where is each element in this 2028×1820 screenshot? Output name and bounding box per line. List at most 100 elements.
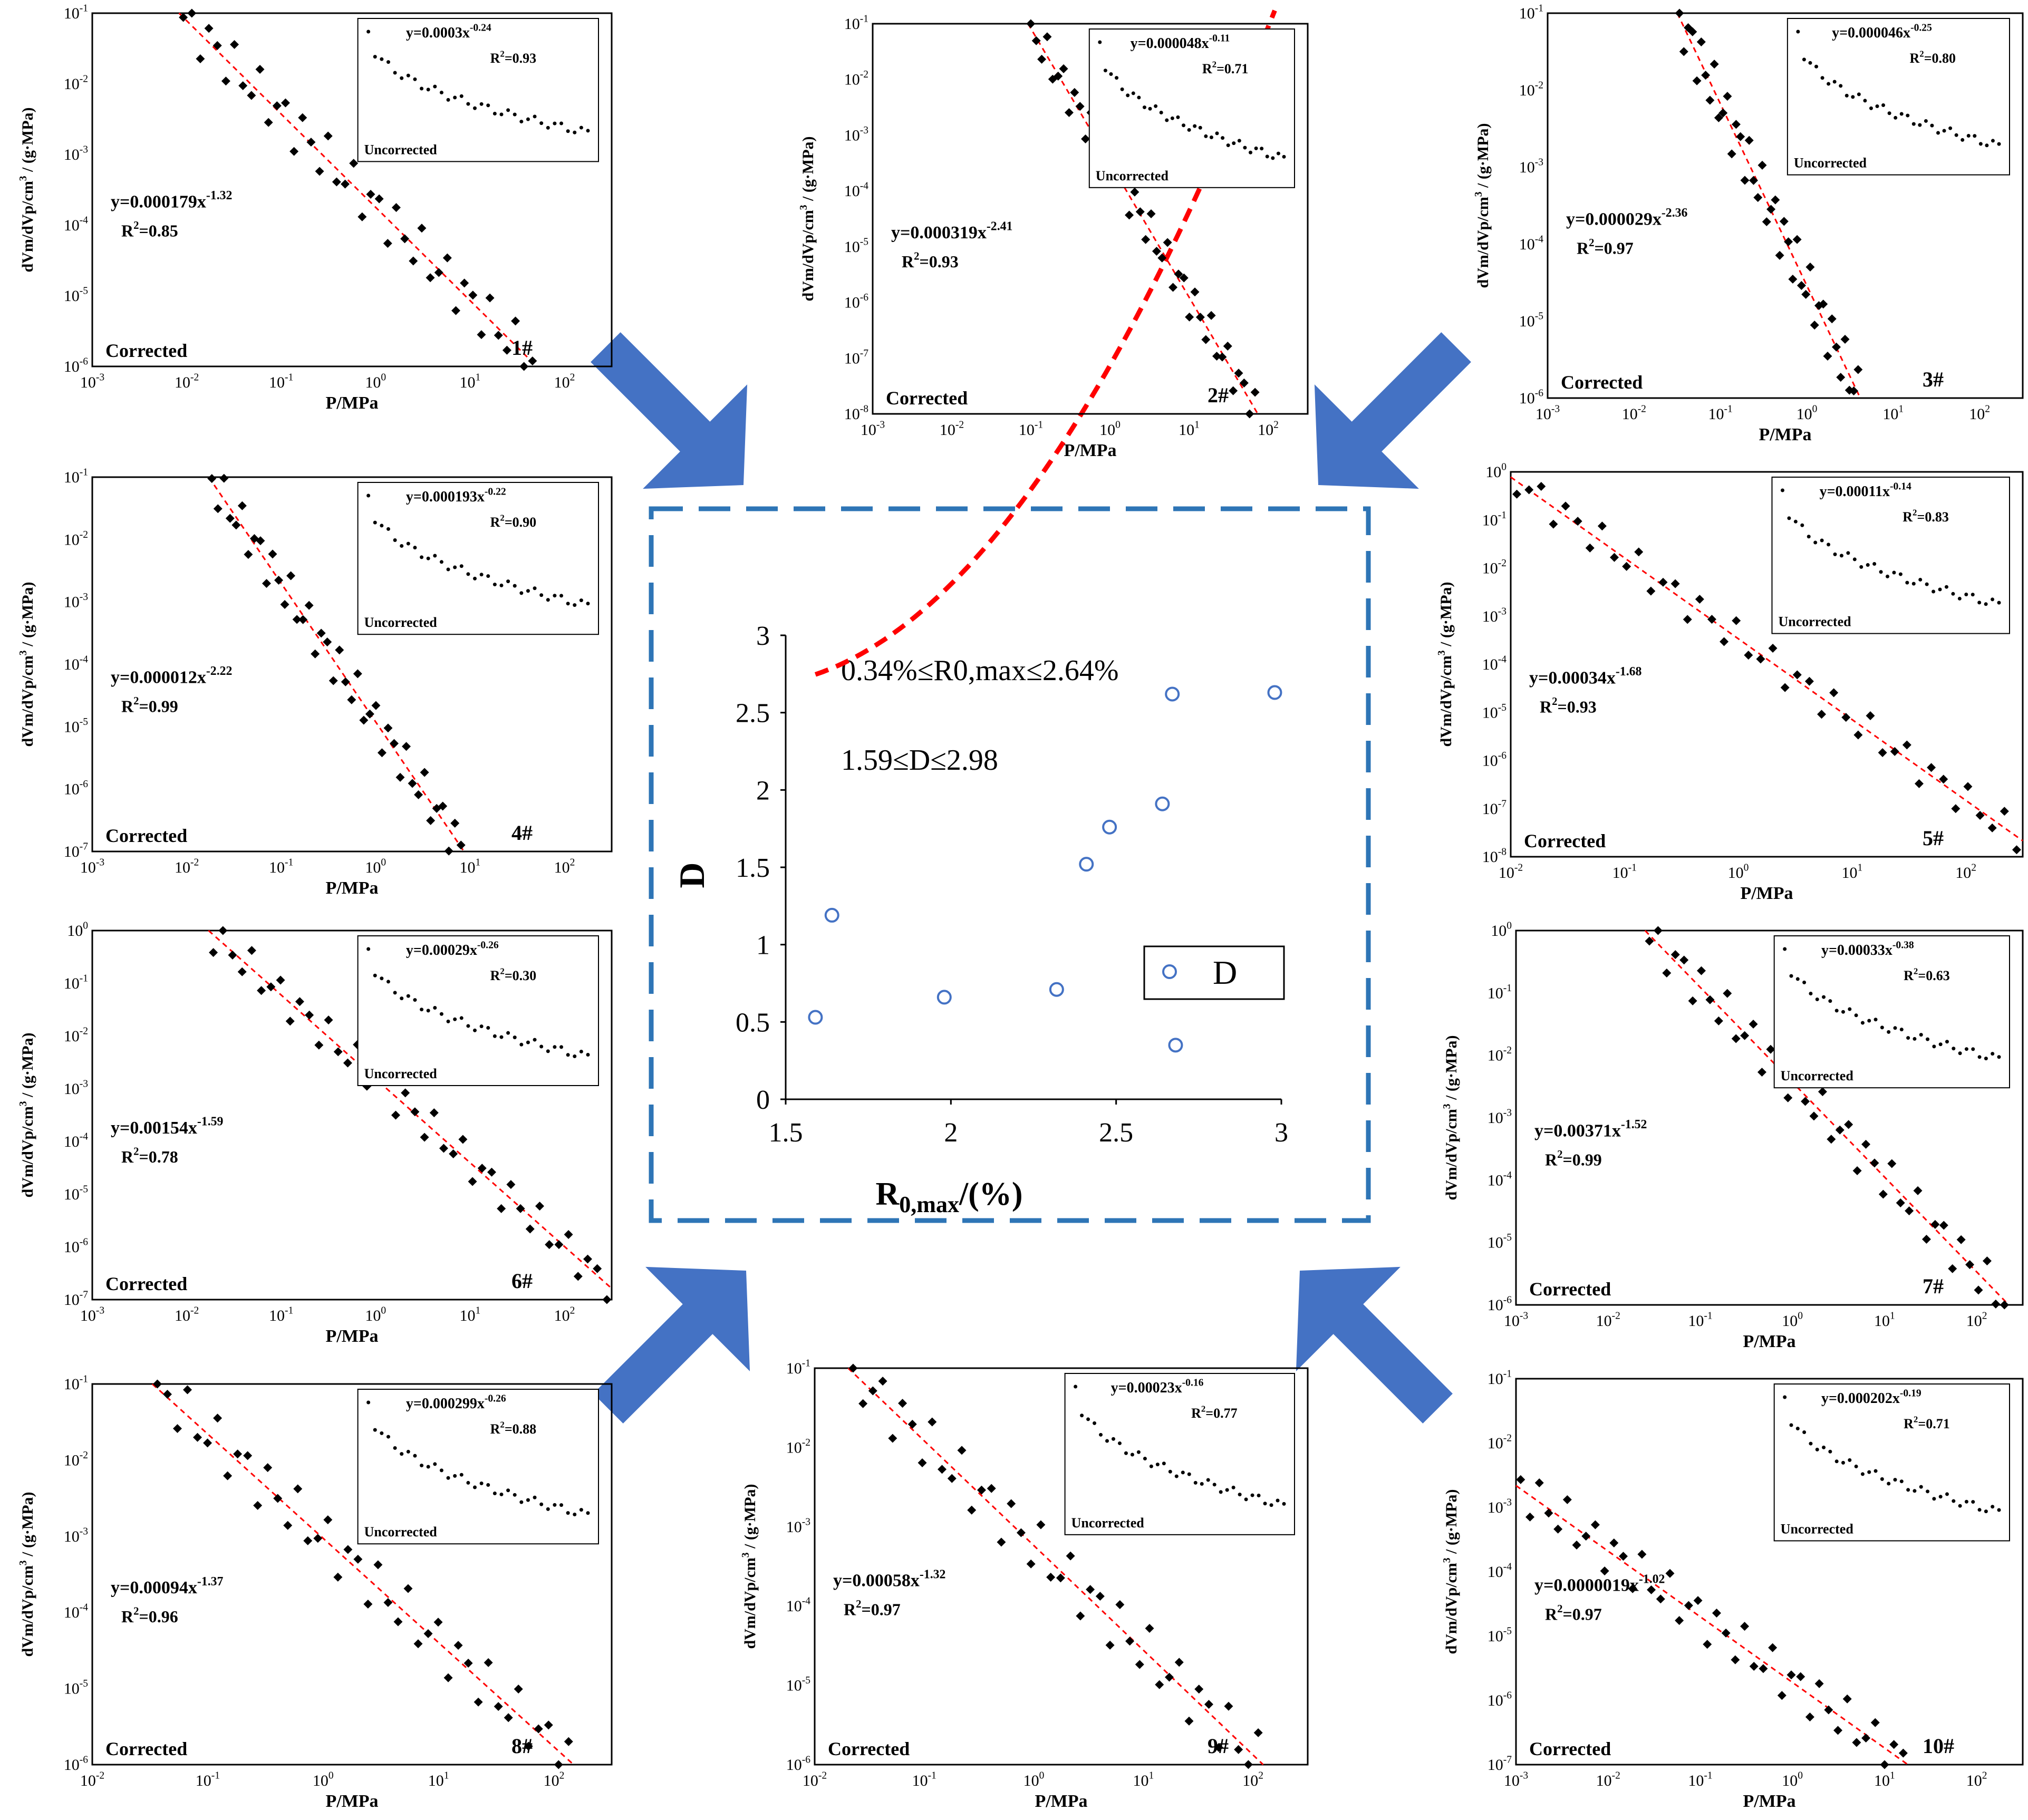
panel-xtick-label: 10-2 (1596, 1311, 1620, 1330)
panel-inset-point (1951, 592, 1955, 596)
panel-data-point (1168, 283, 1178, 292)
panel-data-point (1720, 637, 1729, 646)
panel-inset-point (466, 1480, 470, 1485)
panel-inset-point (1206, 1478, 1210, 1482)
panel-xtick-label: 10-1 (1708, 404, 1733, 423)
panel-ytick-label: 10-5 (64, 286, 88, 305)
panel-inset-point (1911, 582, 1916, 586)
panel-xtick-label: 100 (1728, 863, 1749, 882)
panel-data-point (544, 1720, 553, 1730)
panel-xlabel: P/MPa (325, 878, 378, 898)
panel-inset-point (1130, 1453, 1134, 1457)
panel-data-point (1819, 299, 1828, 309)
center-data-point (808, 1010, 823, 1025)
panel-inset-point (1282, 154, 1286, 159)
panel-data-point (1174, 1658, 1184, 1667)
panel-ytick-label: 10-1 (1482, 510, 1506, 529)
panel-inset-point (506, 1031, 510, 1035)
panel-data-point (1844, 1120, 1853, 1129)
panel-inset-point (1231, 1485, 1235, 1489)
panel-inset-point (1200, 1482, 1204, 1486)
panel-data-point (438, 801, 448, 811)
panel-data-point (1105, 1640, 1115, 1650)
panel-inset-r2: R2=0.71 (1202, 59, 1249, 76)
panel-data-point (391, 203, 401, 212)
panel-data-point (1896, 1198, 1905, 1207)
panel-data-point (868, 1386, 877, 1396)
panel-inset-equation: y=0.0003x-0.24 (406, 22, 491, 41)
panel-data-point (524, 1741, 533, 1751)
panel-data-point (1628, 1584, 1637, 1593)
panel-id: 4# (511, 821, 533, 845)
panel-inset-point (1162, 1461, 1166, 1466)
panel-inset-point (1828, 999, 1832, 1003)
center-frame-border (649, 506, 1371, 1223)
panel-inset-point (1219, 1490, 1223, 1494)
panel-data-point (534, 1724, 543, 1734)
panel-data-point (383, 1598, 393, 1607)
arrow-top-right-shape (1314, 332, 1471, 489)
panel-inset-point (1918, 123, 1922, 127)
panel-inset-status: Uncorrected (364, 142, 438, 157)
panel-inset-point (1820, 538, 1824, 543)
panel-equation: y=0.00154x-1.59 (111, 1115, 224, 1138)
panel-inset-point (380, 524, 384, 528)
panel-ytick-label: 10-2 (64, 529, 88, 549)
panel-2: 10-110-210-310-410-510-610-710-810-3 10-2… (798, 14, 1309, 460)
panel-status: Corrected (1561, 372, 1643, 393)
panel-inset-point (1822, 995, 1826, 999)
panel-inset-status: Uncorrected (1778, 614, 1851, 630)
panel-inset-point (1796, 30, 1800, 34)
panel-inset-point (1913, 1037, 1917, 1041)
panel-inset-point (1997, 142, 2001, 146)
panel-ytick-label: 10-5 (1488, 1626, 1512, 1645)
panel-inset-point (1809, 992, 1813, 996)
panel-inset-point (573, 1054, 577, 1059)
panel-data-point (898, 1399, 907, 1408)
panel-data-point (1184, 1716, 1194, 1726)
panel-xtick-label: 102 (1966, 1770, 1987, 1790)
panel-xtick-label: 10-1 (269, 857, 293, 877)
panel-inset-point (1879, 570, 1883, 574)
panel-inset-point (1898, 572, 1903, 576)
panel-inset-point (1867, 1019, 1871, 1023)
panel-ytick-label: 10-5 (1488, 1232, 1512, 1252)
panel-data-point (391, 1110, 400, 1120)
panel-status: Corrected (828, 1738, 910, 1759)
panel-inset-point (1913, 1489, 1917, 1493)
panel-ytick-label: 10-3 (1488, 1497, 1512, 1517)
panel-inset-point (1918, 577, 1923, 582)
panel-inset-point (1170, 116, 1174, 120)
panel-inset-point (1991, 139, 1995, 143)
panel-inset-point (400, 1452, 404, 1456)
panel-inset-point (533, 586, 537, 590)
arrow-bottom-left (593, 1266, 750, 1424)
panel-data-point (458, 1135, 468, 1144)
panel-inset-point (1919, 1485, 1923, 1489)
panel-data-point (967, 1505, 977, 1515)
panel-ytick-label: 10-3 (64, 592, 88, 611)
center-ytick-label: 2.5 (736, 699, 770, 729)
panel-inset-status: Uncorrected (364, 615, 438, 630)
panel-r2: R2=0.97 (1577, 237, 1634, 257)
panel-inset-point (1126, 93, 1130, 98)
panel-data-point (366, 190, 375, 199)
panel-inset-point (1176, 115, 1180, 119)
panel-inset-point (499, 1492, 504, 1496)
panel-inset-point (1957, 596, 1962, 601)
panel-data-point (213, 41, 222, 50)
panel-id: 3# (1923, 367, 1944, 391)
panel-inset-point (1103, 69, 1107, 73)
panel-xtick-label: 101 (1874, 1311, 1895, 1330)
panel-data-point (1833, 1726, 1842, 1735)
panel-inset-point (492, 1034, 497, 1038)
panel-inset-point (1997, 601, 2001, 605)
panel-inset-point (1832, 80, 1837, 84)
panel-data-point (219, 473, 229, 483)
panel-inset-point (1938, 1042, 1943, 1047)
panel-xtick-label: 10-2 (175, 857, 199, 877)
panel-data-point (1206, 311, 1216, 320)
panel-xtick-label: 10-1 (269, 1305, 293, 1325)
panel-inset-point (1238, 1493, 1242, 1497)
panel-ytick-label: 10-5 (1519, 311, 1543, 331)
